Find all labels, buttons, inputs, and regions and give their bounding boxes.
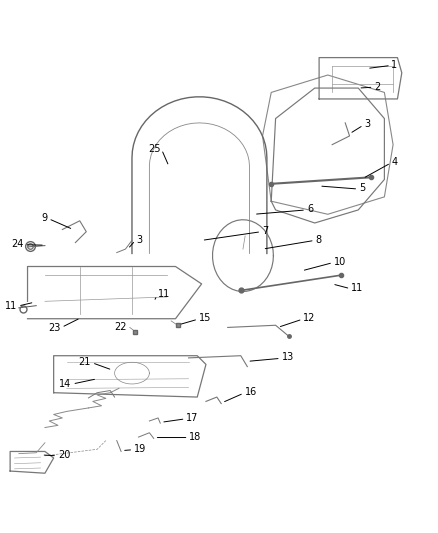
Text: 19: 19 [134,444,146,454]
Text: 8: 8 [316,235,322,245]
Text: 22: 22 [114,321,126,332]
Text: 23: 23 [48,323,60,333]
Text: 12: 12 [304,313,316,324]
Text: 6: 6 [307,204,313,214]
Text: 7: 7 [262,226,268,236]
Text: 11: 11 [5,301,17,311]
Text: 3: 3 [364,119,371,129]
Text: 16: 16 [245,387,257,397]
Text: 1: 1 [391,60,397,70]
Text: 3: 3 [136,235,142,245]
Text: 25: 25 [148,143,161,154]
Text: 11: 11 [351,283,364,293]
Text: 15: 15 [199,313,212,324]
Text: 9: 9 [42,213,48,223]
Text: 2: 2 [374,82,381,92]
Text: 4: 4 [392,157,398,167]
Text: 20: 20 [58,450,71,461]
Text: 17: 17 [187,413,199,423]
Text: 10: 10 [334,257,346,266]
Text: 5: 5 [359,183,365,193]
Text: 24: 24 [11,239,24,249]
Text: 11: 11 [158,289,170,300]
Text: 14: 14 [59,379,71,390]
Text: 21: 21 [79,357,91,367]
Text: 13: 13 [282,352,294,362]
Text: 18: 18 [189,432,201,442]
